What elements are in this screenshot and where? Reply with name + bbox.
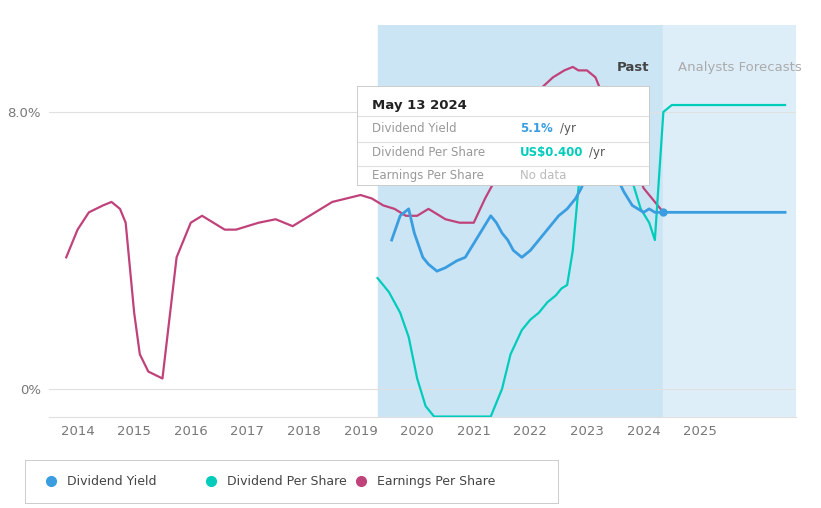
Text: US$0.400: US$0.400 bbox=[521, 146, 584, 159]
Text: No data: No data bbox=[521, 169, 566, 182]
Text: Dividend Per Share: Dividend Per Share bbox=[227, 475, 347, 488]
Text: 5.1%: 5.1% bbox=[521, 122, 553, 135]
Text: Dividend Per Share: Dividend Per Share bbox=[372, 146, 485, 159]
Text: Dividend Yield: Dividend Yield bbox=[372, 122, 456, 135]
Text: May 13 2024: May 13 2024 bbox=[372, 99, 466, 112]
Bar bbox=[378, 25, 663, 417]
Text: Earnings Per Share: Earnings Per Share bbox=[372, 169, 484, 182]
Text: Past: Past bbox=[617, 61, 649, 74]
Text: /yr: /yr bbox=[589, 146, 605, 159]
Text: Earnings Per Share: Earnings Per Share bbox=[377, 475, 495, 488]
Bar bbox=[663, 25, 796, 417]
Text: Dividend Yield: Dividend Yield bbox=[67, 475, 157, 488]
Text: Analysts Forecasts: Analysts Forecasts bbox=[677, 61, 801, 74]
Text: /yr: /yr bbox=[560, 122, 576, 135]
